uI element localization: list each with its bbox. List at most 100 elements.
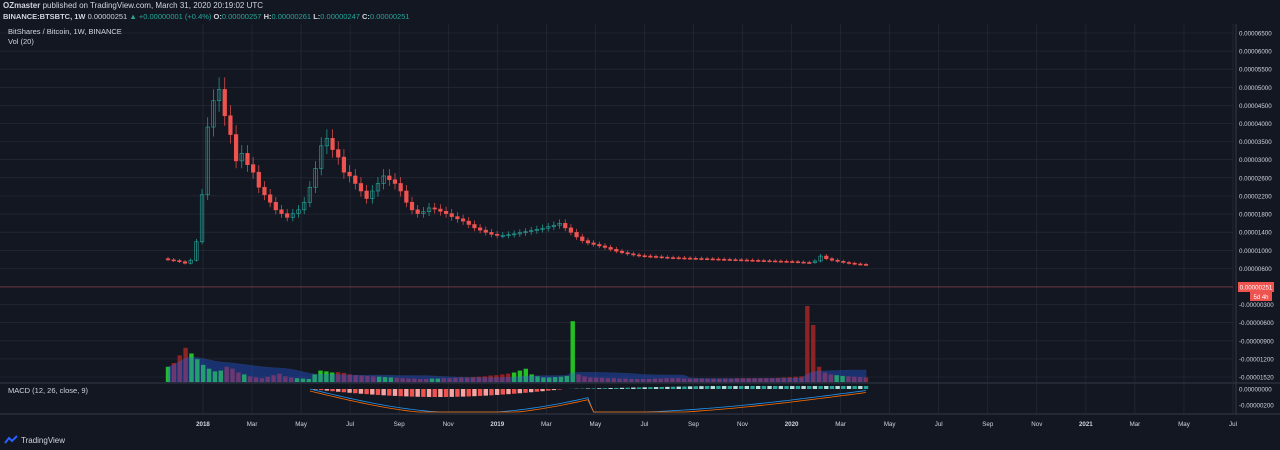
candle-down — [705, 258, 710, 261]
volume-bar — [206, 368, 212, 382]
price-tick-label: 0.00001000 — [1239, 248, 1272, 255]
volume-bar — [787, 377, 792, 382]
macd-histogram-bar — [528, 389, 534, 393]
candle-up — [506, 234, 511, 236]
macd-histogram-bar — [364, 389, 369, 395]
macd-histogram-bar — [755, 386, 761, 389]
macd-histogram-bar — [818, 386, 823, 389]
candle-up — [534, 229, 539, 231]
volume-bar — [541, 377, 546, 382]
price-tick-label: -0.00001520 — [1239, 375, 1274, 382]
time-tick-label: Mar — [541, 421, 552, 428]
volume-bar — [506, 373, 511, 382]
volume-bar — [828, 374, 834, 382]
volume-bar — [283, 376, 288, 382]
candle-down — [659, 256, 664, 259]
volume-bar — [183, 347, 188, 382]
macd-histogram-bar — [443, 389, 449, 397]
price-tick-label: 0.00006000 — [1239, 49, 1272, 56]
volume-legend[interactable]: Vol (20) — [8, 37, 34, 46]
macd-histogram-bar — [790, 386, 795, 389]
candle-down — [682, 257, 687, 260]
volume-bar — [394, 377, 399, 382]
macd-histogram-bar — [863, 386, 869, 389]
candle-down — [222, 89, 227, 117]
price-tick-label: 0.00003000 — [1239, 157, 1272, 164]
volume-bar — [429, 378, 435, 382]
macd-histogram-bar — [846, 386, 852, 389]
volume-bar — [406, 378, 411, 382]
price-tick-label: -0.00001200 — [1239, 356, 1274, 363]
candlestick-series[interactable] — [165, 77, 869, 266]
price-tick-label: 0.00001800 — [1239, 212, 1272, 219]
candle-up — [523, 231, 528, 234]
volume-bar — [664, 378, 669, 382]
volume-bar — [640, 378, 646, 382]
volume-bar — [699, 378, 704, 382]
macd-histogram-bar — [852, 386, 857, 389]
volume-bar — [523, 368, 528, 382]
macd-histogram-bar — [489, 389, 494, 396]
macd-histogram-bar — [347, 389, 352, 393]
macd-histogram-bar — [642, 387, 647, 389]
time-tick-label: Mar — [1130, 421, 1141, 428]
volume-bar — [330, 372, 335, 382]
price-tick-label: 0.00005500 — [1239, 67, 1272, 74]
volume-ma-area — [167, 356, 867, 383]
series-legend[interactable]: BitShares / Bitcoin, 1W, BINANCE — [8, 27, 122, 36]
candle-down — [829, 258, 835, 261]
volume-bar — [840, 375, 845, 382]
volume-bar — [752, 378, 757, 382]
author-name[interactable]: OZmaster — [3, 1, 41, 10]
candle-down — [835, 259, 840, 262]
candle-down — [165, 258, 171, 261]
time-axis[interactable]: 2018 Mar May Jul Sep Nov 2019 Mar May Jul Sep Nov 20… — [196, 421, 1237, 428]
volume-bar — [857, 377, 863, 382]
candle-down — [483, 229, 488, 233]
macd-histogram-bar — [387, 389, 392, 396]
candle-down — [619, 250, 625, 253]
candle-down — [398, 183, 403, 192]
volume-bar — [418, 378, 423, 382]
volume-bar — [670, 378, 675, 382]
macd-histogram-bar — [370, 389, 375, 395]
candle-down — [716, 258, 721, 261]
volume-bar — [728, 378, 734, 382]
volume-bar — [793, 376, 798, 382]
candle-down — [767, 260, 772, 263]
candle-up — [324, 138, 329, 147]
time-tick-label: May — [295, 421, 308, 428]
volume-bar — [781, 377, 787, 382]
volume-bar — [593, 377, 599, 382]
macd-histogram-bar — [398, 389, 403, 397]
macd-legend[interactable]: MACD (12, 26, close, 9) — [8, 386, 89, 395]
volume-bar — [623, 378, 628, 382]
candle-down — [756, 260, 761, 262]
macd-histogram-bar — [699, 386, 704, 389]
price-axis[interactable]: 0.00006500 0.00006000 0.00005500 0.00005000… — [1239, 31, 1274, 410]
candle-down — [404, 190, 409, 203]
macd-histogram-bar — [523, 389, 528, 393]
volume-bar — [195, 359, 200, 382]
macd-histogram-bar — [426, 389, 432, 397]
tradingview-brand[interactable]: TradingView — [4, 435, 65, 445]
last-price-tag: 0.00000251 5d 4h — [0, 282, 1274, 301]
close-value: 0.00000251 — [369, 12, 410, 21]
macd-line — [309, 388, 867, 413]
macd-histogram-bar — [784, 386, 789, 389]
macd-histogram-bar — [807, 386, 812, 389]
candle-down — [687, 257, 693, 260]
candle-down — [631, 253, 636, 256]
volume-bar — [236, 372, 241, 382]
candle-up — [302, 201, 307, 211]
candle-up — [370, 190, 375, 199]
macd-histogram-bar — [483, 389, 488, 396]
candle-down — [466, 220, 471, 225]
macd-pane — [309, 386, 869, 413]
macd-tick-label: -0.00000200 — [1239, 403, 1274, 410]
high-value: 0.00000261 — [271, 12, 312, 21]
macd-histogram-bar — [636, 387, 642, 389]
volume-bar — [341, 372, 347, 382]
candle-down — [262, 186, 267, 196]
